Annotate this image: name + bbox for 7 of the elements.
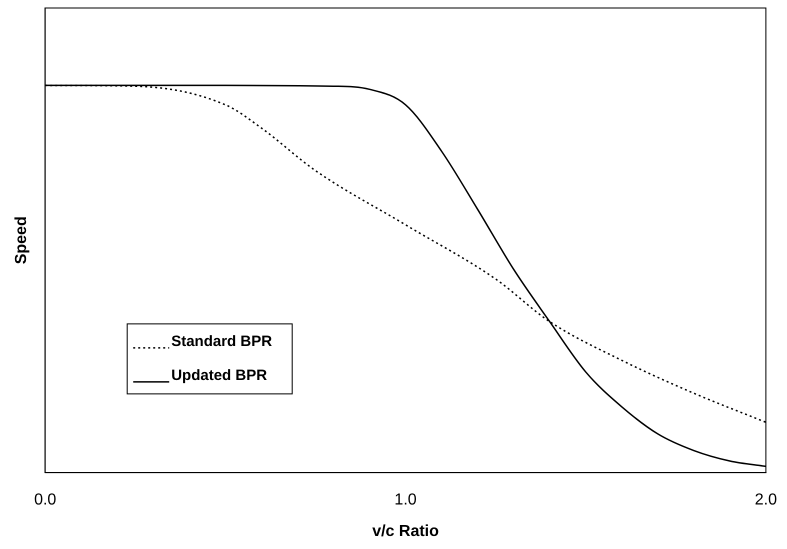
x-tick-label: 1.0 <box>394 492 417 509</box>
x-tick-label: 2.0 <box>754 492 778 509</box>
y-axis-title: Speed <box>13 216 30 264</box>
x-tick-label: 0.0 <box>34 492 56 509</box>
legend-label: Updated BPR <box>171 367 268 384</box>
legend-label: Standard BPR <box>171 333 272 350</box>
x-axis-title: v/c Ratio <box>372 522 440 540</box>
